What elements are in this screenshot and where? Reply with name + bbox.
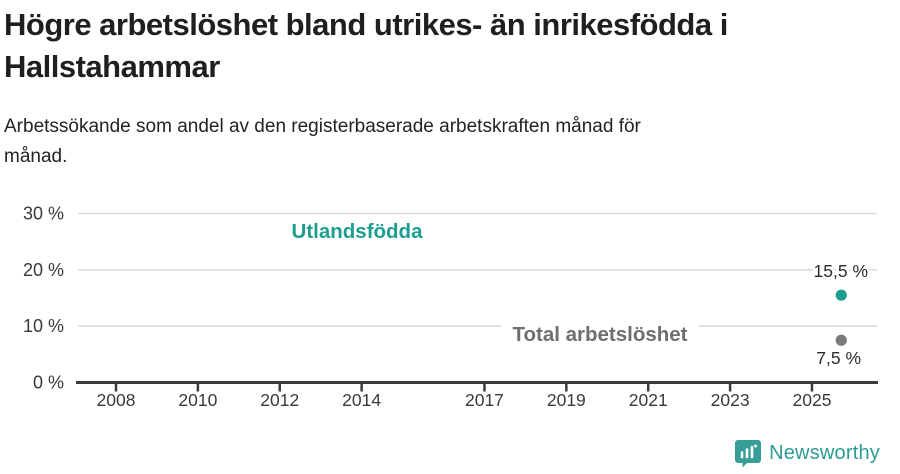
x-tick-label: 2012 [260,390,299,410]
y-tick-label: 10 % [23,316,64,336]
x-tick-label: 2025 [793,390,832,410]
page-title: Högre arbetslöshet bland utrikes- än inr… [4,4,884,88]
x-tick-label: 2017 [465,390,504,410]
newsworthy-brand-text: Newsworthy [769,442,880,464]
page-title-line-1: Högre arbetslöshet bland utrikes- än inr… [4,7,728,42]
x-tick-label: 2021 [629,390,668,410]
newsworthy-logo[interactable]: Newsworthy [734,439,880,468]
chart-subtitle: Arbetssökande som andel av den registerb… [4,112,884,172]
y-tick-label: 0 % [33,373,64,393]
series-label-total: Total arbetslöshet [512,323,687,346]
newsworthy-chart-bubble-icon [735,440,762,468]
x-tick-label: 2019 [547,390,586,410]
x-tick-label: 2014 [342,390,381,410]
chart-subtitle-line-1: Arbetssökande som andel av den registerb… [4,116,641,137]
label-mask [501,322,699,347]
page-title-line-2: Hallstahammar [4,49,220,84]
y-tick-label: 20 % [23,260,64,280]
end-value-label-total: 7,5 % [816,348,861,368]
end-dot-0 [835,334,847,346]
series-label-utlandsfodda: Utlandsfödda [292,220,424,243]
y-tick-label: 30 % [23,204,64,224]
x-tick-label: 2023 [711,390,750,410]
chart-subtitle-line-2: månad. [4,146,68,167]
end-dot-1 [835,289,847,301]
chart-header: Högre arbetslöshet bland utrikes- än inr… [4,4,884,172]
x-tick-label: 2010 [178,390,217,410]
end-value-label-utlandsfodda: 15,5 % [814,261,868,281]
x-tick-label: 2008 [97,390,136,410]
